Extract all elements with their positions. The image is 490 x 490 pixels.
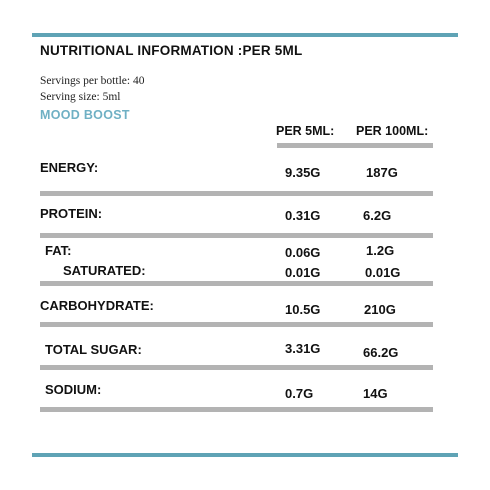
row-divider bbox=[40, 281, 433, 286]
value-energy-per-100: 187G bbox=[366, 165, 398, 180]
servings-per-bottle: Servings per bottle: 40 bbox=[40, 75, 145, 87]
value-fat-per-100: 1.2G bbox=[366, 243, 395, 258]
value-saturated-per-serving: 0.01G bbox=[285, 265, 321, 280]
row-divider bbox=[40, 191, 433, 196]
row-label-fat: FAT: bbox=[45, 243, 72, 258]
row-divider bbox=[40, 322, 433, 327]
panel-title: NUTRITIONAL INFORMATION :PER 5ML bbox=[40, 43, 303, 58]
serving-size: Serving size: 5ml bbox=[40, 91, 121, 103]
row-divider bbox=[40, 407, 433, 412]
header-divider bbox=[277, 143, 433, 148]
value-total-sugar-per-100: 66.2G bbox=[363, 345, 399, 360]
row-label-total-sugar: TOTAL SUGAR: bbox=[45, 342, 142, 357]
value-sodium-per-serving: 0.7G bbox=[285, 386, 314, 401]
value-total-sugar-per-serving: 3.31G bbox=[285, 341, 321, 356]
row-label-carbohydrate: CARBOHYDRATE: bbox=[40, 298, 154, 313]
product-variant: MOOD BOOST bbox=[40, 108, 130, 122]
row-label-saturated: SATURATED: bbox=[63, 263, 146, 278]
row-label-protein: PROTEIN: bbox=[40, 206, 103, 221]
row-divider bbox=[40, 365, 433, 370]
column-header-per-100: PER 100ML: bbox=[356, 124, 429, 138]
bottom-accent-bar bbox=[32, 453, 458, 457]
value-protein-per-serving: 0.31G bbox=[285, 208, 321, 223]
value-fat-per-serving: 0.06G bbox=[285, 245, 321, 260]
value-sodium-per-100: 14G bbox=[363, 386, 388, 401]
value-protein-per-100: 6.2G bbox=[363, 208, 392, 223]
row-divider bbox=[40, 233, 433, 238]
row-label-sodium: SODIUM: bbox=[45, 382, 102, 397]
value-energy-per-serving: 9.35G bbox=[285, 165, 321, 180]
value-carbohydrate-per-serving: 10.5G bbox=[285, 302, 321, 317]
row-label-energy: ENERGY: bbox=[40, 160, 99, 175]
top-accent-bar bbox=[32, 33, 458, 37]
value-carbohydrate-per-100: 210G bbox=[364, 302, 396, 317]
column-header-per-serving: PER 5ML: bbox=[276, 124, 335, 138]
value-saturated-per-100: 0.01G bbox=[365, 265, 401, 280]
